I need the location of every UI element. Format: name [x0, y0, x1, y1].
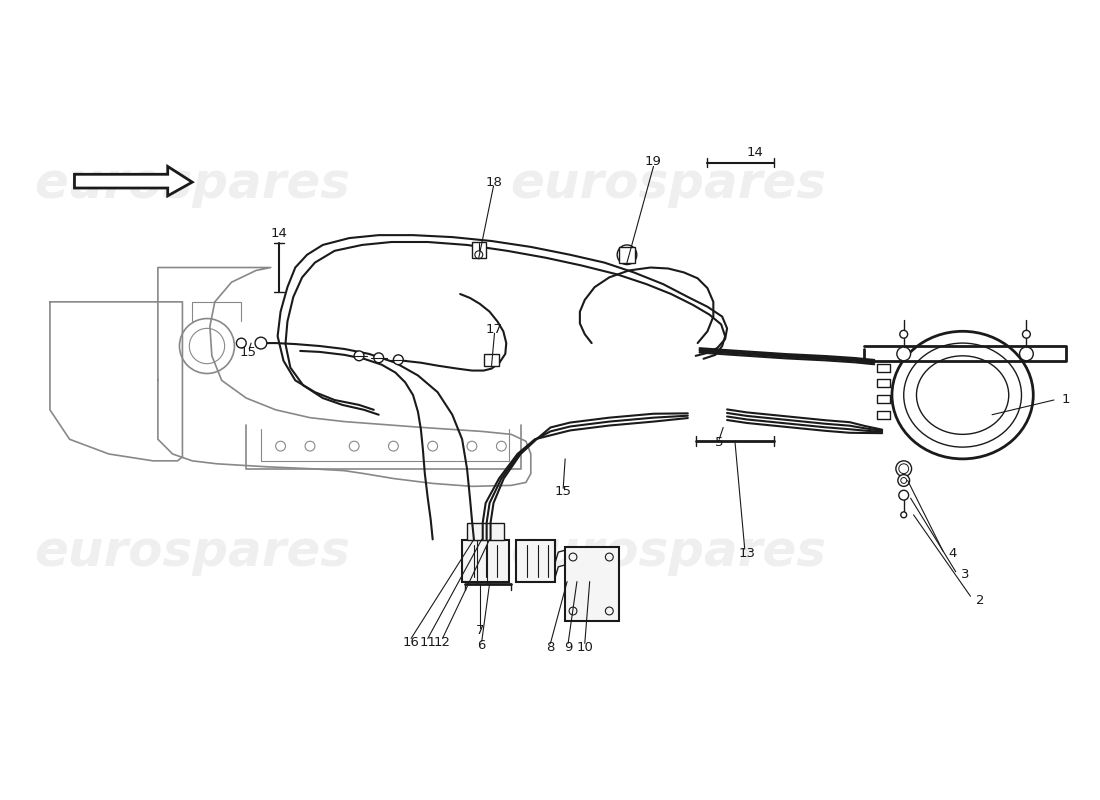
Text: 8: 8	[547, 641, 554, 654]
Text: 18: 18	[485, 176, 502, 189]
Text: 6: 6	[477, 639, 486, 652]
Text: 5: 5	[715, 436, 724, 449]
Circle shape	[895, 461, 912, 477]
Text: 12: 12	[434, 636, 451, 649]
Text: 15: 15	[240, 346, 256, 359]
Text: 10: 10	[576, 641, 593, 654]
Text: 9: 9	[564, 641, 572, 654]
Text: eurospares: eurospares	[34, 528, 350, 576]
Circle shape	[354, 351, 364, 361]
Bar	[565, 547, 619, 621]
Text: eurospares: eurospares	[510, 160, 826, 208]
Circle shape	[236, 338, 246, 348]
Circle shape	[374, 353, 384, 362]
Text: 2: 2	[976, 594, 984, 606]
Circle shape	[901, 512, 906, 518]
Circle shape	[394, 355, 404, 365]
Text: 13: 13	[738, 546, 756, 559]
Bar	[462, 540, 509, 582]
Circle shape	[255, 337, 267, 349]
Circle shape	[1020, 347, 1033, 361]
Text: 14: 14	[746, 146, 763, 159]
Text: 16: 16	[403, 636, 419, 649]
Circle shape	[617, 245, 637, 265]
Polygon shape	[75, 166, 192, 196]
Text: eurospares: eurospares	[34, 160, 350, 208]
Text: 15: 15	[554, 485, 572, 498]
Circle shape	[1023, 330, 1031, 338]
Text: 1: 1	[1062, 394, 1070, 406]
Bar	[484, 354, 499, 366]
Circle shape	[899, 490, 909, 500]
Circle shape	[896, 347, 911, 361]
Text: 7: 7	[475, 624, 484, 637]
Text: 17: 17	[486, 323, 503, 336]
Text: eurospares: eurospares	[510, 528, 826, 576]
Circle shape	[900, 330, 908, 338]
Bar	[619, 247, 635, 262]
Text: 3: 3	[961, 568, 970, 581]
Bar	[468, 522, 504, 540]
Text: 14: 14	[271, 226, 287, 240]
Text: 11: 11	[419, 636, 437, 649]
Bar	[472, 242, 486, 258]
Bar	[516, 540, 556, 582]
Text: 4: 4	[948, 546, 957, 559]
Text: 19: 19	[645, 155, 662, 168]
Circle shape	[898, 474, 910, 486]
